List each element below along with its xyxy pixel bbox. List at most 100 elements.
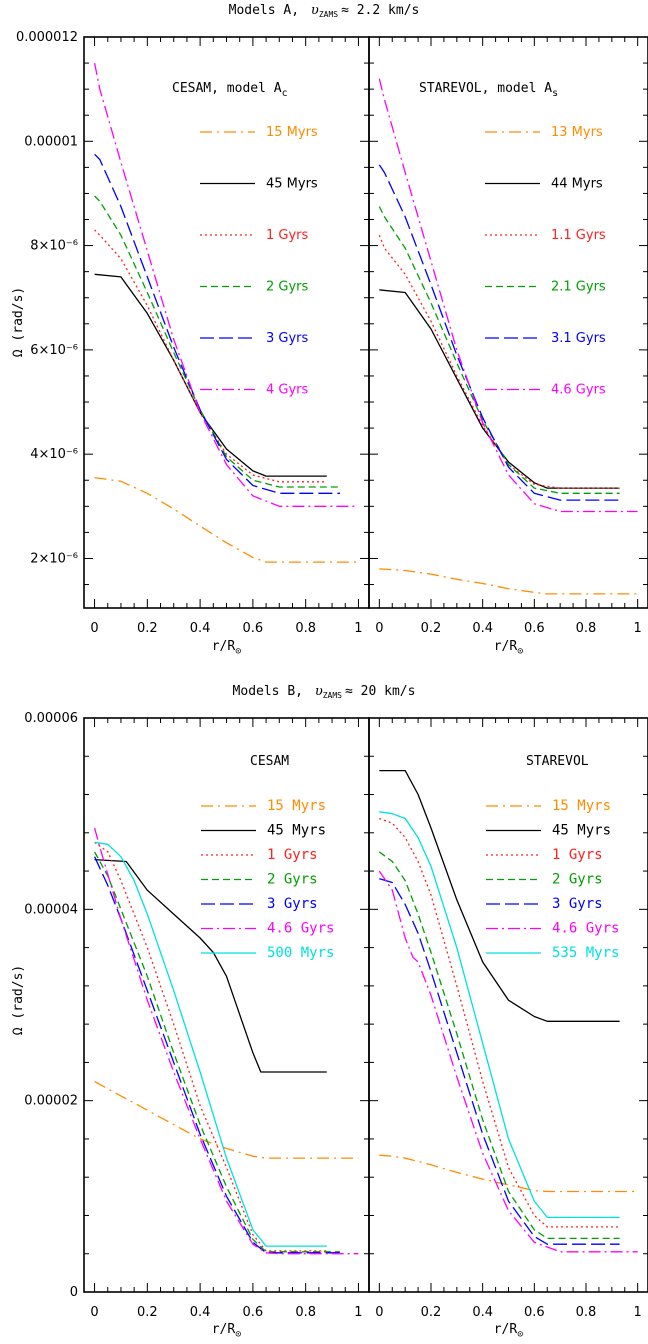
series-line-45-myrs: [94, 858, 327, 1073]
series-line-3-1-gyrs: [378, 164, 620, 501]
series-line-15-myrs: [94, 1080, 359, 1159]
title-suffix: ≈ 2.2 km/s: [341, 3, 419, 18]
panel-title: CESAM, model Ac: [172, 81, 288, 99]
x-label-text: r/R: [494, 639, 518, 654]
series-line-1-gyrs: [94, 841, 327, 1252]
panel-title: STAREVOL, model As: [419, 81, 558, 99]
title-prefix: Models A,: [229, 3, 307, 18]
y-axis-label: Ω (rad/s): [11, 287, 26, 357]
y-tick-label: 2×10⁻⁶: [30, 551, 78, 566]
legend-label: 2 Gyrs: [267, 872, 318, 888]
panel-title-sub: c: [282, 88, 288, 99]
x-tick-label: 0: [90, 621, 98, 636]
legend-label: 1 Gyrs: [267, 847, 318, 863]
chart-title: Models A, υZAMS ≈ 2.2 km/s: [229, 3, 420, 19]
x-tick-label: 1: [634, 621, 642, 636]
y-tick-label: 4×10⁻⁶: [30, 447, 78, 462]
title-upsilon: υ: [311, 3, 319, 18]
panel-starevol: 0 0.2 0.4 0.6 0.8 1 r/R⊙ STAREVOL 15 Myrs 45 Myrs…: [368, 717, 648, 1340]
legend-label: 535 Myrs: [552, 945, 619, 961]
legend-label: 1.1 Gyrs: [551, 228, 606, 243]
chart-models-a: Models A, υZAMS ≈ 2.2 km/s Ω (rad/s) 0 0.2 0.…: [11, 3, 648, 657]
legend-label: 1 Gyrs: [266, 228, 309, 243]
legend-label: 45 Myrs: [267, 823, 326, 839]
legend-label: 4.6 Gyrs: [552, 921, 619, 937]
series-line-1-gyrs: [379, 817, 620, 1228]
title-prefix: Models B,: [233, 684, 311, 699]
series-line-3-gyrs: [94, 153, 340, 494]
panel-frame: [83, 717, 370, 1293]
legend-label: 3.1 Gyrs: [551, 331, 606, 346]
y-axis-label: Ω (rad/s): [11, 965, 26, 1035]
y-tick-label: 0: [70, 1285, 78, 1300]
panel-cesam: 0 0.2 0.4 0.6 0.8 1 r/R⊙ CESAM, model Ac 15 Myrs…: [83, 36, 370, 657]
panel-title-text: STAREVOL: [526, 754, 589, 769]
legend-label: 45 Myrs: [552, 823, 611, 839]
title-suffix: ≈ 20 km/s: [345, 684, 415, 699]
x-tick-label: 0.6: [524, 1305, 545, 1320]
chart-title: Models B, υZAMS ≈ 20 km/s: [233, 684, 416, 700]
legend-label: 2.1 Gyrs: [551, 280, 606, 295]
legend-label: 15 Myrs: [266, 125, 318, 140]
x-axis-label: r/R⊙: [494, 1322, 524, 1340]
legend-label: 2 Gyrs: [552, 872, 603, 888]
series-line-4-gyrs: [93, 62, 359, 507]
chart-models-b: Models B, υZAMS ≈ 20 km/s Ω (rad/s) 0 0.2 0.4…: [11, 684, 648, 1340]
series-line-2-gyrs: [94, 851, 340, 1253]
series-line-2-gyrs: [378, 851, 620, 1240]
legend-label: 3 Gyrs: [267, 896, 318, 912]
x-tick-label: 0: [375, 1305, 383, 1320]
x-label-sub: ⊙: [517, 646, 523, 657]
legend-label: 2 Gyrs: [266, 280, 309, 295]
legend-label: 3 Gyrs: [266, 331, 309, 346]
series-line-4-6-gyrs: [378, 78, 638, 513]
legend-label: 4 Gyrs: [266, 383, 309, 398]
x-tick-label: 0.6: [524, 621, 545, 636]
series-line-45-myrs: [94, 273, 327, 477]
legend-label: 15 Myrs: [267, 798, 326, 814]
x-tick-label: 1: [634, 1305, 642, 1320]
panel-title-text: CESAM, model A: [172, 81, 282, 96]
legend-label: 4.6 Gyrs: [267, 921, 334, 937]
series-line-3-gyrs: [94, 856, 340, 1254]
panel-starevol: 0 0.2 0.4 0.6 0.8 1 r/R⊙ STAREVOL, model As 13 M…: [368, 36, 648, 657]
x-label-sub: ⊙: [517, 1329, 523, 1340]
panel-title-text: STAREVOL, model A: [419, 81, 552, 96]
y-tick-label: 0.00006: [24, 711, 78, 726]
y-tick-label: 8×10⁻⁶: [30, 239, 78, 254]
x-label-sub: ⊙: [235, 646, 241, 657]
panel-cesam: 0 0.2 0.4 0.6 0.8 1 r/R⊙ CESAM 15 Myrs 45 Myrs 1 G…: [83, 717, 370, 1340]
x-tick-label: 1: [354, 1305, 362, 1320]
series-line-45-myrs: [379, 769, 620, 1022]
series-group: [378, 769, 638, 1253]
x-label-text: r/R: [212, 639, 236, 654]
series-line-1-gyrs: [94, 229, 327, 483]
x-tick-label: 0.4: [190, 621, 211, 636]
series-group: [93, 62, 359, 563]
y-tick-label: 0.00001: [24, 134, 78, 149]
x-tick-label: 0.2: [421, 621, 442, 636]
x-tick-label: 0: [90, 1305, 98, 1320]
x-tick-label: 0.4: [472, 621, 493, 636]
y-tick-label: 0.000012: [16, 30, 78, 45]
panel-title: STAREVOL: [526, 754, 589, 769]
series-line-2-gyrs: [94, 195, 340, 488]
series-line-4-6-gyrs: [93, 827, 359, 1255]
x-tick-label: 0.4: [190, 1305, 211, 1320]
y-tick-label: 0.00002: [24, 1094, 78, 1109]
legend-label: 15 Myrs: [552, 798, 611, 814]
x-tick-label: 0.8: [295, 621, 316, 636]
series-group: [93, 827, 359, 1255]
legend-label: 1 Gyrs: [552, 847, 603, 863]
x-tick-label: 0.6: [243, 621, 264, 636]
x-label-text: r/R: [494, 1322, 518, 1337]
legend-label: 3 Gyrs: [552, 896, 603, 912]
x-tick-label: 0: [375, 621, 383, 636]
legend-label: 4.6 Gyrs: [551, 383, 606, 398]
title-subscript: ZAMS: [323, 691, 342, 700]
series-group: [378, 78, 638, 595]
x-tick-label: 0.8: [576, 621, 597, 636]
x-tick-label: 0.2: [137, 621, 158, 636]
y-tick-label: 6×10⁻⁶: [30, 343, 78, 358]
